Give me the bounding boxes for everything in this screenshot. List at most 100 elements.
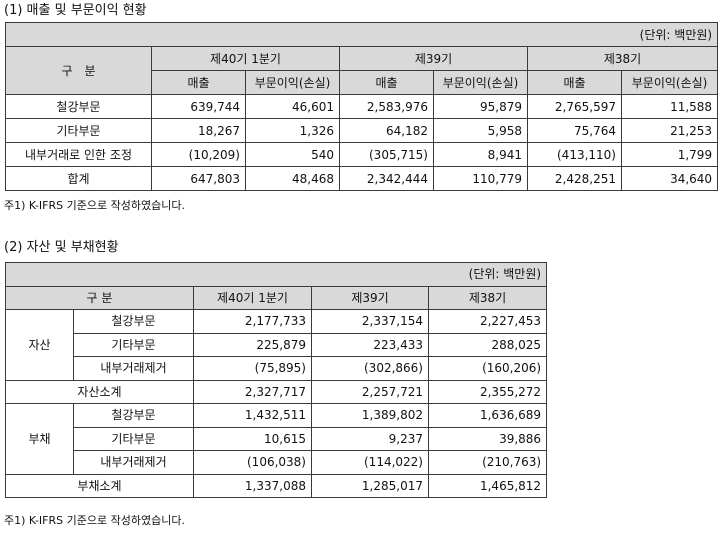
unit-label: (단위: 백만원) (4, 22, 719, 47)
cell-value: (106,038) (193, 450, 312, 475)
cell-value: 64,182 (339, 118, 434, 143)
cell-value: 110,779 (433, 166, 528, 191)
header-period: 제39기 (311, 285, 429, 310)
subheader-profit: 부문이익(손실) (620, 70, 719, 95)
cell-value: 1,465,812 (427, 473, 548, 498)
cell-value: 11,588 (620, 94, 719, 119)
cell-value: 2,327,717 (193, 379, 312, 404)
cell-value: 39,886 (427, 426, 548, 451)
cell-value: (210,763) (427, 450, 548, 475)
cell-value: 647,803 (151, 166, 246, 191)
group-label: 자산 (5, 309, 74, 381)
row-label: 철강부문 (5, 94, 152, 119)
cell-value: 2,765,597 (527, 94, 622, 119)
cell-value: 21,253 (620, 118, 719, 143)
cell-value: 2,583,976 (339, 94, 434, 119)
cell-value: 2,227,453 (427, 309, 548, 334)
group-label: 부채 (5, 403, 74, 475)
table-row: 부채 철강부문 1,432,511 1,389,802 1,636,689 (5, 403, 548, 475)
header-row: 구 분 제40기 1분기 제39기 제38기 (5, 285, 548, 310)
header-period: 제38기 (526, 46, 719, 71)
cell-value: 2,257,721 (311, 379, 429, 404)
table-row: 내부거래제거 (75,895) (302,866) (160,206) (6, 356, 548, 381)
row-label: 기타부문 (73, 426, 194, 451)
cell-value: 10,615 (193, 426, 312, 451)
header-period: 제38기 (427, 285, 548, 310)
cell-value: 1,326 (245, 118, 340, 143)
table-row: 기타부문 10,615 9,237 39,886 (6, 426, 548, 451)
subheader-profit: 부문이익(손실) (245, 70, 340, 95)
cell-value: 5,958 (433, 118, 528, 143)
cell-value: (305,715) (339, 142, 434, 167)
cell-value: 34,640 (620, 166, 719, 191)
row-label: 내부거래로 인한 조정 (5, 142, 152, 167)
section1-title: (1) 매출 및 부문이익 현황 (4, 3, 147, 18)
cell-value: 2,428,251 (527, 166, 622, 191)
subheader-sales: 매출 (339, 70, 434, 95)
section1-footnote: 주1) K-IFRS 기준으로 작성하였습니다. (4, 199, 185, 212)
section2-title: (2) 자산 및 부채현황 (4, 240, 119, 255)
cell-value: 1,389,802 (311, 403, 429, 428)
cell-value: 1,285,017 (311, 473, 429, 498)
cell-value: 2,177,733 (193, 309, 312, 334)
cell-value: 18,267 (151, 118, 246, 143)
header-period: 제39기 (339, 46, 528, 71)
cell-value: 2,342,444 (339, 166, 434, 191)
unit-label: (단위: 백만원) (4, 262, 548, 287)
table-row: 기타부문 225,879 223,433 288,025 (6, 332, 548, 357)
cell-value: 9,237 (311, 426, 429, 451)
header-category: 구 분 (5, 285, 194, 310)
table-row: 철강부문 639,744 46,601 2,583,976 95,879 2,7… (5, 94, 719, 119)
table-row: 내부거래로 인한 조정 (10,209) 540 (305,715) 8,941… (5, 142, 719, 167)
cell-value: 48,468 (245, 166, 340, 191)
cell-value: 540 (245, 142, 340, 167)
cell-value: (160,206) (427, 356, 548, 381)
row-label: 내부거래제거 (73, 356, 194, 381)
unit-row: (단위: 백만원) (4, 262, 548, 287)
cell-value: (302,866) (311, 356, 429, 381)
subtotal-label: 부채소계 (5, 473, 194, 498)
subheader-sales: 매출 (151, 70, 246, 95)
subtotal-row: 부채소계 1,337,088 1,285,017 1,465,812 (5, 473, 548, 498)
cell-value: 2,337,154 (311, 309, 429, 334)
table-row: 내부거래제거 (106,038) (114,022) (210,763) (6, 450, 548, 475)
table-row: 기타부문 18,267 1,326 64,182 5,958 75,764 21… (5, 118, 719, 143)
total-row: 합계 647,803 48,468 2,342,444 110,779 2,42… (5, 166, 719, 191)
subtotal-row: 자산소계 2,327,717 2,257,721 2,355,272 (5, 379, 548, 404)
header-row: 구 분 제40기 1분기 제39기 제38기 (5, 46, 719, 95)
subtotal-label: 자산소계 (5, 379, 194, 404)
cell-value: 1,432,511 (193, 403, 312, 428)
header-category: 구 분 (5, 46, 152, 95)
cell-value: (114,022) (311, 450, 429, 475)
cell-value: 1,799 (620, 142, 719, 167)
cell-value: 8,941 (433, 142, 528, 167)
subheader-sales: 매출 (527, 70, 622, 95)
section2-footnote: 주1) K-IFRS 기준으로 작성하였습니다. (4, 514, 185, 527)
row-label: 합계 (5, 166, 152, 191)
cell-value: 2,355,272 (427, 379, 548, 404)
sales-profit-table: (단위: 백만원) 구 분 제40기 1분기 제39기 제38기 매출 부문이익… (4, 22, 719, 191)
cell-value: 1,337,088 (193, 473, 312, 498)
header-period: 제40기 1분기 (193, 285, 312, 310)
subheader-profit: 부문이익(손실) (433, 70, 528, 95)
unit-row: (단위: 백만원) (4, 22, 719, 47)
row-label: 기타부문 (5, 118, 152, 143)
header-period: 제40기 1분기 (151, 46, 340, 71)
cell-value: 75,764 (527, 118, 622, 143)
cell-value: 225,879 (193, 332, 312, 357)
row-label: 철강부문 (73, 403, 194, 428)
cell-value: 288,025 (427, 332, 548, 357)
cell-value: 95,879 (433, 94, 528, 119)
cell-value: (75,895) (193, 356, 312, 381)
cell-value: (10,209) (151, 142, 246, 167)
row-label: 내부거래제거 (73, 450, 194, 475)
table-row: 자산 철강부문 2,177,733 2,337,154 2,227,453 (5, 309, 548, 381)
row-label: 철강부문 (73, 309, 194, 334)
subheader-row: 매출 부문이익(손실) 매출 부문이익(손실) 매출 부문이익(손실) (6, 70, 719, 95)
cell-value: 223,433 (311, 332, 429, 357)
assets-liabilities-table: (단위: 백만원) 구 분 제40기 1분기 제39기 제38기 자산 철강부문… (4, 262, 548, 498)
cell-value: (413,110) (527, 142, 622, 167)
cell-value: 639,744 (151, 94, 246, 119)
row-label: 기타부문 (73, 332, 194, 357)
cell-value: 46,601 (245, 94, 340, 119)
